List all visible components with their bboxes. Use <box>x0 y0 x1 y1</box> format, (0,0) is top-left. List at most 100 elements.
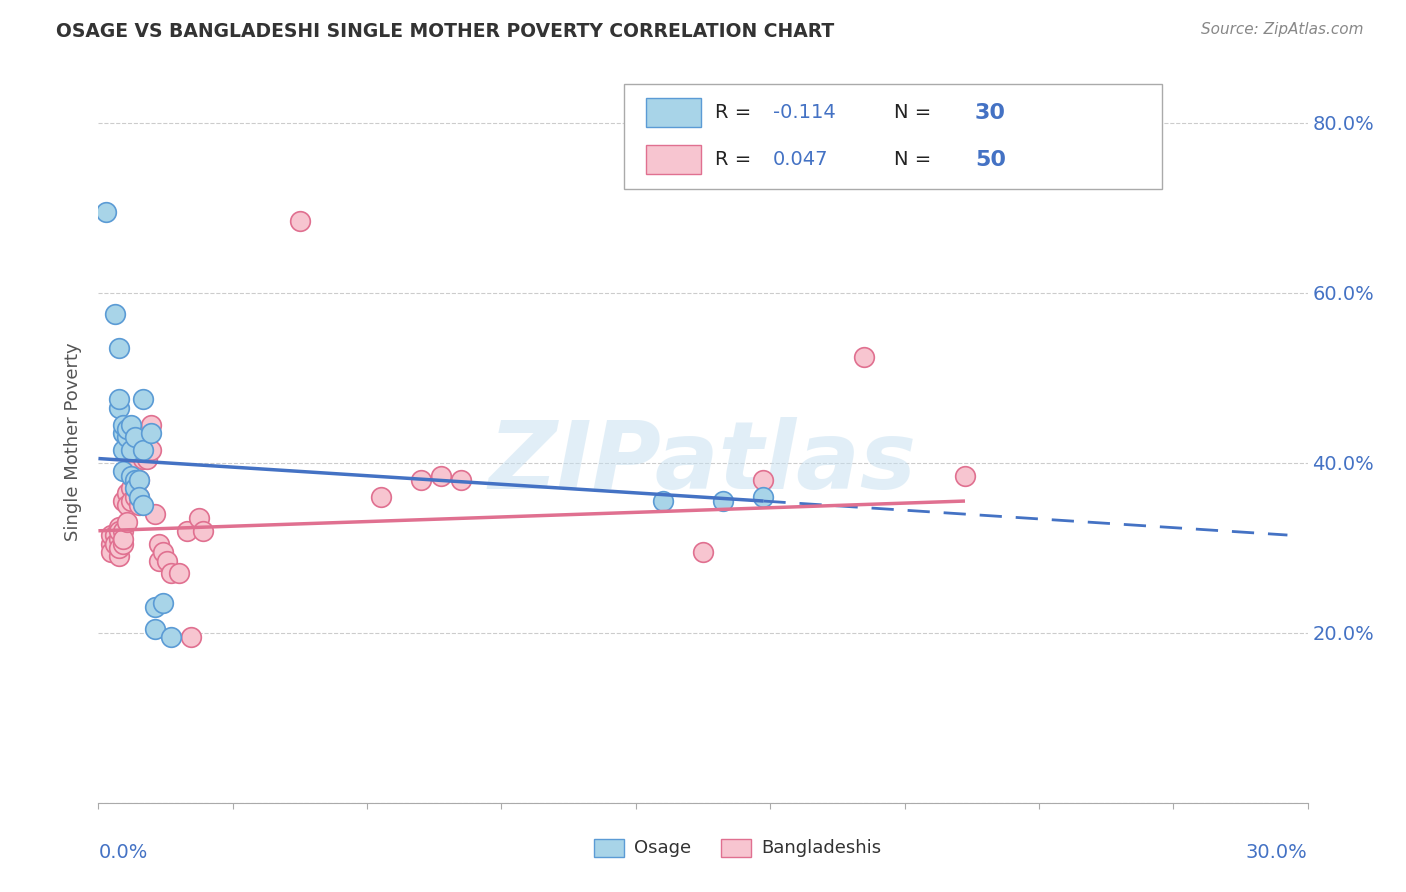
Point <box>409 473 432 487</box>
Point <box>132 443 155 458</box>
Point <box>120 443 142 458</box>
Point <box>128 498 150 512</box>
Point <box>120 464 142 478</box>
Point <box>111 533 134 547</box>
Point <box>124 490 146 504</box>
Point <box>103 307 125 321</box>
Text: N =: N = <box>894 150 938 169</box>
Point <box>132 451 155 466</box>
Point <box>128 473 150 487</box>
Point <box>953 468 976 483</box>
Bar <box>721 838 751 857</box>
Point <box>132 443 155 458</box>
Point <box>107 341 129 355</box>
Text: 30.0%: 30.0% <box>1246 843 1308 862</box>
Point <box>692 545 714 559</box>
Point <box>103 536 125 550</box>
Point <box>115 430 138 444</box>
Text: 0.047: 0.047 <box>773 150 828 169</box>
Text: R =: R = <box>716 103 758 122</box>
Point <box>450 473 472 487</box>
Point <box>128 490 150 504</box>
Point <box>752 473 775 487</box>
Point <box>115 498 138 512</box>
Point <box>107 549 129 564</box>
Point <box>100 528 122 542</box>
Text: R =: R = <box>716 150 758 169</box>
Point <box>188 511 211 525</box>
Point <box>853 350 876 364</box>
Text: Osage: Osage <box>634 839 692 857</box>
Point <box>430 468 453 483</box>
Point <box>156 553 179 567</box>
Point <box>148 553 170 567</box>
Point <box>100 536 122 550</box>
Point <box>120 494 142 508</box>
Point <box>120 468 142 483</box>
Point <box>176 524 198 538</box>
Point <box>107 541 129 555</box>
Point <box>107 401 129 415</box>
Point <box>139 417 162 432</box>
Point <box>152 545 174 559</box>
Point <box>143 622 166 636</box>
Point <box>107 524 129 538</box>
Point <box>160 630 183 644</box>
Point <box>128 490 150 504</box>
Point <box>115 516 138 530</box>
Point <box>139 425 162 440</box>
Point <box>107 533 129 547</box>
Point <box>111 443 134 458</box>
Text: 0.0%: 0.0% <box>98 843 148 862</box>
Point <box>752 490 775 504</box>
Bar <box>647 145 700 174</box>
Point <box>124 430 146 444</box>
Text: Source: ZipAtlas.com: Source: ZipAtlas.com <box>1201 22 1364 37</box>
Point <box>132 392 155 406</box>
Text: OSAGE VS BANGLADESHI SINGLE MOTHER POVERTY CORRELATION CHART: OSAGE VS BANGLADESHI SINGLE MOTHER POVER… <box>56 22 835 41</box>
Point <box>139 443 162 458</box>
Point <box>111 494 134 508</box>
Point <box>370 490 392 504</box>
Point <box>115 422 138 436</box>
Point <box>152 596 174 610</box>
Point <box>100 545 122 559</box>
Point <box>111 425 134 440</box>
Point <box>193 524 215 538</box>
Point <box>120 481 142 495</box>
Point <box>107 392 129 406</box>
Point <box>128 473 150 487</box>
Point <box>111 464 134 478</box>
Text: ZIPatlas: ZIPatlas <box>489 417 917 509</box>
Point <box>124 473 146 487</box>
Point <box>111 524 134 538</box>
Y-axis label: Single Mother Poverty: Single Mother Poverty <box>65 343 83 541</box>
Point <box>135 425 157 440</box>
Point <box>167 566 190 581</box>
Text: Bangladeshis: Bangladeshis <box>761 839 882 857</box>
Point <box>103 528 125 542</box>
Point <box>148 536 170 550</box>
Point <box>651 494 673 508</box>
Text: 30: 30 <box>976 103 1007 123</box>
Point <box>143 600 166 615</box>
Point <box>115 485 138 500</box>
Point <box>111 536 134 550</box>
Point <box>160 566 183 581</box>
Text: N =: N = <box>894 103 938 122</box>
Point <box>711 494 734 508</box>
Point <box>132 498 155 512</box>
Point <box>124 481 146 495</box>
Point <box>135 451 157 466</box>
Text: 50: 50 <box>976 150 1007 169</box>
Point <box>96 205 118 219</box>
Bar <box>595 838 624 857</box>
Text: -0.114: -0.114 <box>773 103 837 122</box>
FancyBboxPatch shape <box>624 84 1163 189</box>
Point <box>288 213 311 227</box>
Point <box>107 519 129 533</box>
Point <box>180 630 202 644</box>
Bar <box>647 98 700 128</box>
Point <box>143 507 166 521</box>
Point <box>120 417 142 432</box>
